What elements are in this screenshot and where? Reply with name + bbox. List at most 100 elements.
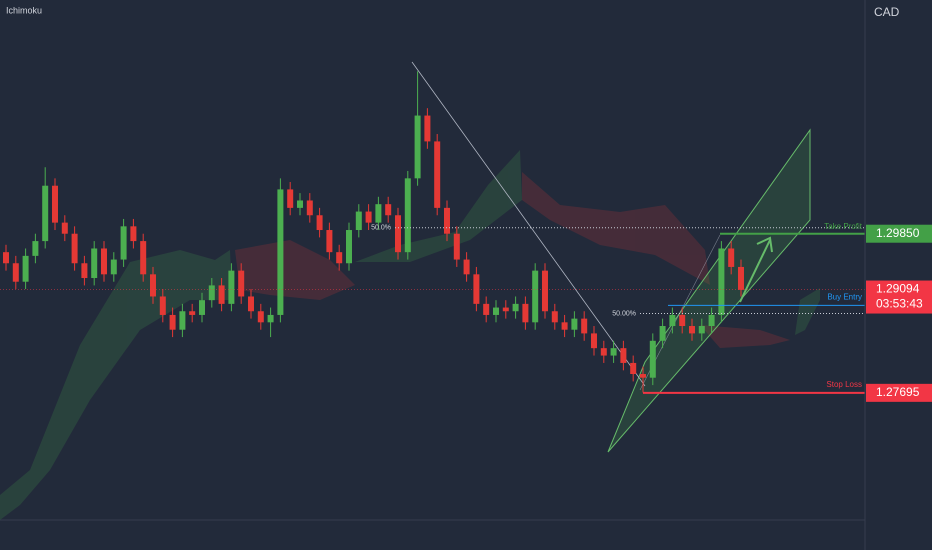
- candle-body: [590, 333, 597, 349]
- candle-body: [630, 362, 637, 375]
- candle-body: [659, 326, 666, 341]
- levels: 50.0% 50.00% Take Profit Buy Entry Stop Loss: [0, 222, 865, 394]
- candle-body: [688, 326, 695, 334]
- candle-body: [600, 348, 607, 356]
- candle-body: [130, 226, 137, 242]
- candle-body: [541, 270, 548, 312]
- candle-body: [649, 340, 656, 378]
- candle-body: [502, 307, 509, 312]
- take-profit-name: Take Profit: [824, 222, 863, 231]
- candle-body: [287, 189, 294, 208]
- cloud-bearish: [522, 172, 710, 285]
- cloud-bullish: [355, 150, 522, 262]
- candle-body: [394, 215, 401, 253]
- candle-body: [51, 185, 58, 223]
- candle-body: [453, 233, 460, 260]
- candle-body: [355, 211, 362, 231]
- candle-body: [32, 241, 39, 256]
- candle-body: [267, 314, 274, 323]
- candle-body: [159, 296, 166, 315]
- candle-body: [140, 241, 147, 275]
- candle-body: [718, 248, 725, 315]
- target-arrow: [739, 239, 771, 303]
- candle-body: [679, 314, 686, 327]
- candle-body: [110, 259, 117, 275]
- indicator-label: Ichimoku: [6, 5, 42, 15]
- cloud-bearish: [700, 325, 790, 348]
- candle-body: [414, 115, 421, 179]
- candle-body: [385, 204, 392, 216]
- stop-loss-name: Stop Loss: [826, 380, 862, 389]
- candle-body: [561, 322, 568, 330]
- take-profit-tag-label: 1.29850: [876, 226, 920, 240]
- candle-body: [463, 259, 470, 275]
- stop-loss-tag-label: 1.27695: [876, 385, 920, 399]
- candle-body: [669, 314, 676, 327]
- countdown-label: 03:53:43: [876, 297, 923, 311]
- candle-body: [296, 200, 303, 208]
- candle-body: [12, 263, 19, 282]
- candle-body: [512, 303, 519, 312]
- buy-entry-name: Buy Entry: [827, 292, 862, 301]
- cloud-bearish: [235, 240, 355, 300]
- candle-body: [238, 270, 245, 297]
- candle-body: [698, 326, 705, 334]
- candle-body: [179, 311, 186, 330]
- candle-body: [610, 348, 617, 356]
- candle-body: [365, 211, 372, 223]
- candle-body: [708, 314, 715, 327]
- candle-body: [345, 230, 352, 264]
- candle-body: [120, 226, 127, 260]
- candle-body: [571, 318, 578, 330]
- candle-body: [375, 204, 382, 223]
- candle-body: [22, 255, 29, 282]
- candle-body: [2, 252, 9, 264]
- current-price-tag-label: 1.29094: [876, 282, 920, 296]
- candle-body: [91, 248, 98, 279]
- candle-body: [277, 189, 284, 315]
- candle-body: [532, 270, 539, 323]
- candle-body: [61, 222, 68, 234]
- cloud-bullish: [795, 288, 820, 335]
- candle-body: [728, 248, 735, 267]
- candle-body: [434, 141, 441, 208]
- candle-body: [100, 248, 107, 275]
- current-price-tag: [866, 280, 932, 314]
- candle-body: [198, 300, 205, 315]
- candle-body: [247, 296, 254, 312]
- y-axis-label: CAD: [874, 5, 900, 19]
- candle-body: [257, 311, 264, 323]
- candles: [2, 71, 744, 393]
- candle-body: [620, 348, 627, 363]
- candle-body: [551, 311, 558, 323]
- candle-body: [336, 252, 343, 264]
- candle-body: [169, 314, 176, 330]
- take-profit-tag: [866, 224, 932, 243]
- candle-body: [81, 263, 88, 279]
- candle-body: [492, 307, 499, 315]
- candle-body: [189, 311, 196, 315]
- candle-body: [737, 266, 744, 290]
- candle-body: [443, 207, 450, 234]
- candle-body: [483, 303, 490, 315]
- stop-loss-tag: [866, 383, 932, 402]
- fib-label: 50.00%: [612, 310, 636, 317]
- candle-body: [71, 233, 78, 264]
- candle-body: [522, 303, 529, 323]
- fib-trend-line: [411, 61, 646, 387]
- candle-body: [208, 285, 215, 301]
- drawings: [411, 61, 811, 453]
- cloud-bullish: [0, 250, 232, 520]
- candle-body: [424, 115, 431, 142]
- candle-body: [306, 200, 313, 216]
- target-arrow-head: [756, 236, 773, 253]
- fib-label: 50.0%: [371, 225, 391, 232]
- candle-body: [639, 374, 646, 378]
- candle-body: [404, 178, 411, 253]
- candle-body: [581, 318, 588, 334]
- ichimoku-cloud: [0, 150, 820, 520]
- candle-body: [228, 270, 235, 304]
- candle-body: [326, 230, 333, 253]
